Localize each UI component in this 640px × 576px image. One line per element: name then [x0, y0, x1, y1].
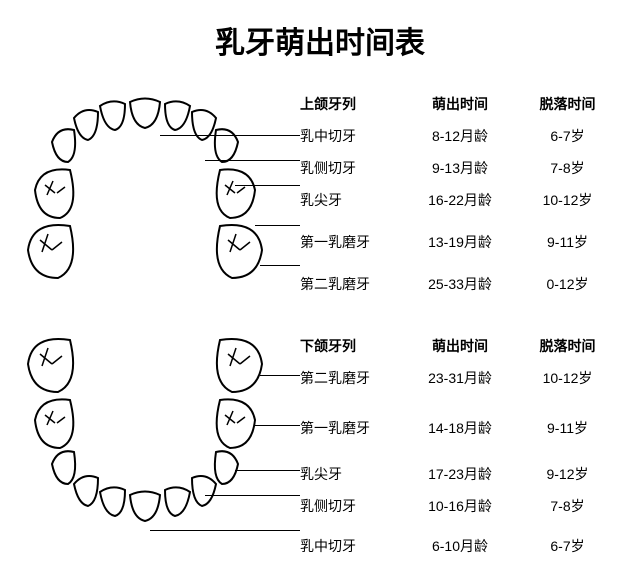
- eruption-time: 17-23月龄: [405, 464, 515, 484]
- table-header: 下颌牙列 萌出时间 脱落时间: [300, 330, 620, 362]
- eruption-time: 14-18月龄: [405, 418, 515, 438]
- shedding-time: 6-7岁: [515, 126, 620, 146]
- table-row: 第一乳磨牙 13-19月龄 9-11岁: [300, 226, 620, 258]
- leader-line: [160, 135, 300, 136]
- table-row: 乳中切牙 6-10月龄 6-7岁: [300, 530, 620, 562]
- lower-table: 下颌牙列 萌出时间 脱落时间 第二乳磨牙 23-31月龄 10-12岁 第一乳磨…: [300, 330, 620, 562]
- leader-line: [235, 470, 300, 471]
- eruption-time: 13-19月龄: [405, 232, 515, 252]
- shedding-time: 10-12岁: [515, 368, 620, 388]
- shedding-time: 0-12岁: [515, 274, 620, 294]
- table-row: 乳尖牙 17-23月龄 9-12岁: [300, 458, 620, 490]
- eruption-time: 23-31月龄: [405, 368, 515, 388]
- col-name: 下颌牙列: [300, 336, 405, 356]
- upper-table: 上颌牙列 萌出时间 脱落时间 乳中切牙 8-12月龄 6-7岁 乳侧切牙 9-1…: [300, 88, 620, 300]
- col-eruption: 萌出时间: [405, 336, 515, 356]
- table-header: 上颌牙列 萌出时间 脱落时间: [300, 88, 620, 120]
- shedding-time: 6-7岁: [515, 536, 620, 556]
- tooth-name: 第二乳磨牙: [300, 368, 405, 388]
- table-row: 乳侧切牙 9-13月龄 7-8岁: [300, 152, 620, 184]
- leader-line: [205, 495, 300, 496]
- leader-line: [235, 185, 300, 186]
- col-shedding: 脱落时间: [515, 94, 620, 114]
- shedding-time: 7-8岁: [515, 496, 620, 516]
- leader-line: [260, 375, 300, 376]
- tooth-name: 第一乳磨牙: [300, 418, 405, 438]
- shedding-time: 9-11岁: [515, 418, 620, 438]
- col-eruption: 萌出时间: [405, 94, 515, 114]
- tooth-name: 乳侧切牙: [300, 158, 405, 178]
- leader-line: [255, 225, 300, 226]
- eruption-time: 6-10月龄: [405, 536, 515, 556]
- eruption-time: 10-16月龄: [405, 496, 515, 516]
- leader-line: [150, 530, 300, 531]
- eruption-time: 9-13月龄: [405, 158, 515, 178]
- eruption-time: 8-12月龄: [405, 126, 515, 146]
- col-shedding: 脱落时间: [515, 336, 620, 356]
- shedding-time: 7-8岁: [515, 158, 620, 178]
- tooth-name: 第一乳磨牙: [300, 232, 405, 252]
- table-row: 第一乳磨牙 14-18月龄 9-11岁: [300, 412, 620, 444]
- leader-line: [205, 160, 300, 161]
- shedding-time: 10-12岁: [515, 190, 620, 210]
- table-row: 乳侧切牙 10-16月龄 7-8岁: [300, 490, 620, 522]
- page-title: 乳牙萌出时间表: [0, 18, 640, 62]
- shedding-time: 9-11岁: [515, 232, 620, 252]
- tooth-name: 第二乳磨牙: [300, 274, 405, 294]
- tooth-name: 乳中切牙: [300, 126, 405, 146]
- leader-line: [260, 265, 300, 266]
- eruption-time: 25-33月龄: [405, 274, 515, 294]
- eruption-time: 16-22月龄: [405, 190, 515, 210]
- tooth-name: 乳尖牙: [300, 464, 405, 484]
- table-row: 第二乳磨牙 23-31月龄 10-12岁: [300, 362, 620, 394]
- shedding-time: 9-12岁: [515, 464, 620, 484]
- col-name: 上颌牙列: [300, 94, 405, 114]
- table-row: 第二乳磨牙 25-33月龄 0-12岁: [300, 268, 620, 300]
- leader-line: [255, 425, 300, 426]
- tooth-name: 乳侧切牙: [300, 496, 405, 516]
- table-row: 乳中切牙 8-12月龄 6-7岁: [300, 120, 620, 152]
- table-row: 乳尖牙 16-22月龄 10-12岁: [300, 184, 620, 216]
- tooth-name: 乳中切牙: [300, 536, 405, 556]
- tooth-name: 乳尖牙: [300, 190, 405, 210]
- upper-arch-diagram: [20, 90, 270, 285]
